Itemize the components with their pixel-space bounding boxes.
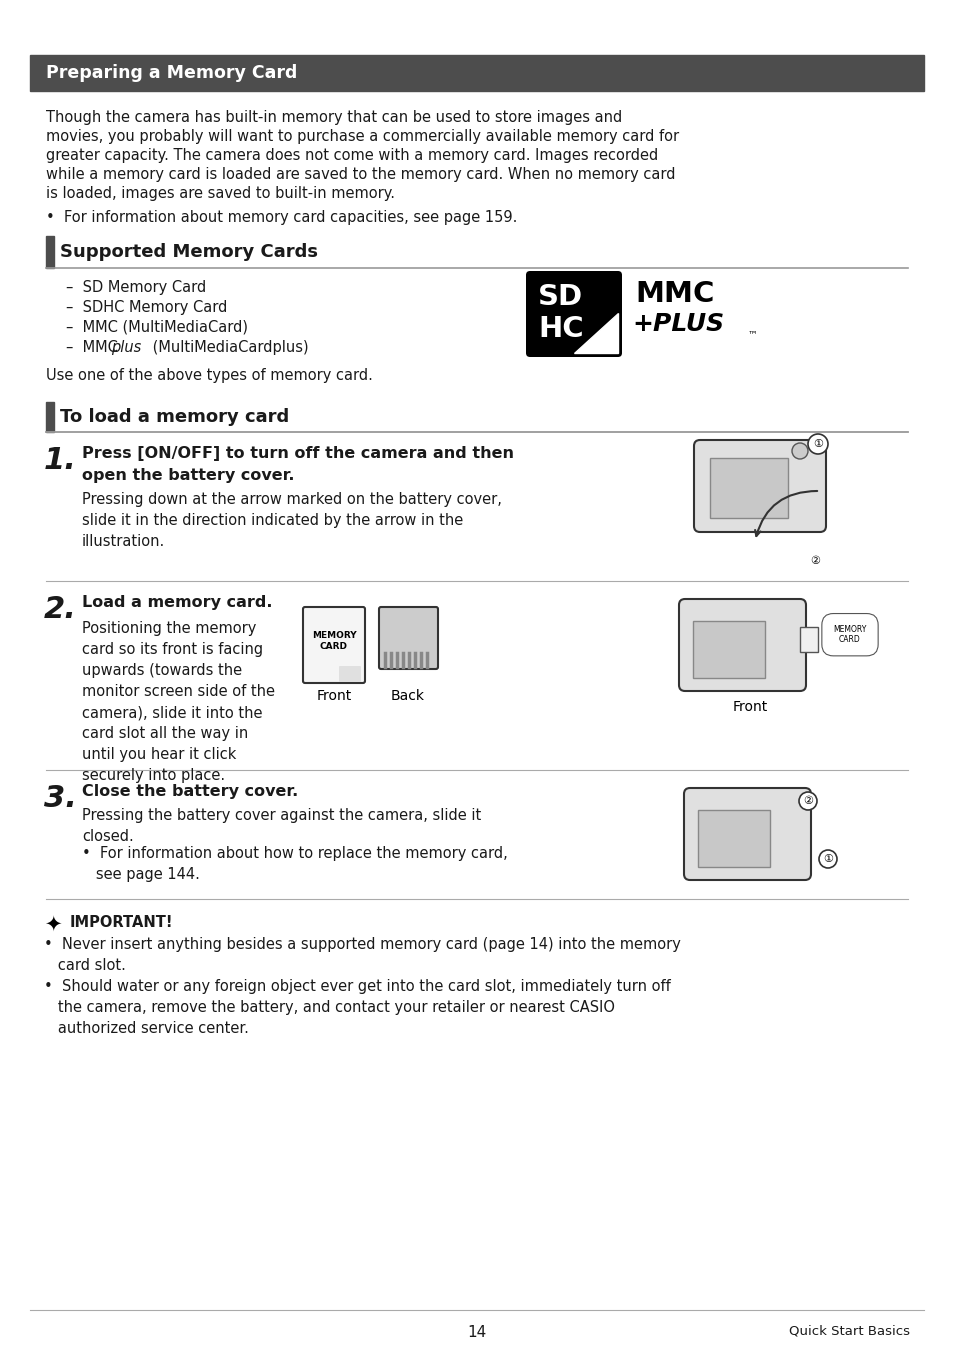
Text: 3.: 3. <box>44 784 77 813</box>
Text: Positioning the memory
card so its front is facing
upwards (towards the
monitor : Positioning the memory card so its front… <box>82 622 274 783</box>
Text: (MultiMediaCardplus): (MultiMediaCardplus) <box>148 341 309 356</box>
Circle shape <box>807 434 827 455</box>
Text: movies, you probably will want to purchase a commercially available memory card : movies, you probably will want to purcha… <box>46 129 679 144</box>
FancyBboxPatch shape <box>683 788 810 879</box>
Text: SD: SD <box>537 284 582 311</box>
Text: Quick Start Basics: Quick Start Basics <box>788 1324 909 1338</box>
Text: Use one of the above types of memory card.: Use one of the above types of memory car… <box>46 368 373 383</box>
Text: –  MMC (MultiMediaCard): – MMC (MultiMediaCard) <box>66 320 248 335</box>
FancyBboxPatch shape <box>378 607 437 669</box>
Text: IMPORTANT!: IMPORTANT! <box>70 915 173 930</box>
Text: ™: ™ <box>612 278 621 288</box>
Bar <box>46 236 54 267</box>
Bar <box>692 622 764 678</box>
Polygon shape <box>574 313 618 353</box>
FancyBboxPatch shape <box>338 666 360 683</box>
Circle shape <box>818 849 836 868</box>
Text: while a memory card is loaded are saved to the memory card. When no memory card: while a memory card is loaded are saved … <box>46 167 675 182</box>
Text: •  Never insert anything besides a supported memory card (page 14) into the memo: • Never insert anything besides a suppor… <box>44 936 680 973</box>
Text: greater capacity. The camera does not come with a memory card. Images recorded: greater capacity. The camera does not co… <box>46 148 658 163</box>
Text: Pressing the battery cover against the camera, slide it
closed.: Pressing the battery cover against the c… <box>82 807 480 844</box>
FancyBboxPatch shape <box>525 271 621 357</box>
Text: •  Should water or any foreign object ever get into the card slot, immediately t: • Should water or any foreign object eve… <box>44 978 670 1035</box>
Text: ①: ① <box>812 440 822 449</box>
FancyBboxPatch shape <box>693 440 825 532</box>
Text: 1.: 1. <box>44 446 77 475</box>
Circle shape <box>799 792 816 810</box>
Bar <box>30 56 923 91</box>
Text: 14: 14 <box>467 1324 486 1339</box>
Text: 2.: 2. <box>44 594 77 624</box>
Circle shape <box>791 442 807 459</box>
Text: Close the battery cover.: Close the battery cover. <box>82 784 298 799</box>
Text: –  SDHC Memory Card: – SDHC Memory Card <box>66 300 227 315</box>
Text: MMC: MMC <box>635 280 714 308</box>
FancyBboxPatch shape <box>679 598 805 691</box>
Text: +PLUS: +PLUS <box>631 312 723 337</box>
Bar <box>800 627 817 651</box>
Text: –  SD Memory Card: – SD Memory Card <box>66 280 206 294</box>
Text: ✦: ✦ <box>44 915 61 935</box>
Text: Though the camera has built-in memory that can be used to store images and: Though the camera has built-in memory th… <box>46 110 621 125</box>
Text: Preparing a Memory Card: Preparing a Memory Card <box>46 64 297 81</box>
Text: To load a memory card: To load a memory card <box>60 408 289 426</box>
Bar <box>709 459 787 518</box>
Text: ™: ™ <box>747 328 757 339</box>
Text: Front: Front <box>732 700 767 714</box>
Text: ②: ② <box>802 797 812 806</box>
Text: open the battery cover.: open the battery cover. <box>82 468 294 483</box>
Text: Load a memory card.: Load a memory card. <box>82 594 273 611</box>
Text: HC: HC <box>537 315 583 343</box>
Text: MEMORY
CARD: MEMORY CARD <box>312 631 355 651</box>
FancyBboxPatch shape <box>303 607 365 683</box>
Text: plus: plus <box>111 341 141 356</box>
Text: Pressing down at the arrow marked on the battery cover,
slide it in the directio: Pressing down at the arrow marked on the… <box>82 493 501 550</box>
Text: Press [ON/OFF] to turn off the camera and then: Press [ON/OFF] to turn off the camera an… <box>82 446 514 461</box>
Text: Back: Back <box>391 689 424 703</box>
Text: Front: Front <box>316 689 352 703</box>
Text: •  For information about memory card capacities, see page 159.: • For information about memory card capa… <box>46 210 517 225</box>
Text: ①: ① <box>822 854 832 864</box>
Text: is loaded, images are saved to built-in memory.: is loaded, images are saved to built-in … <box>46 186 395 201</box>
Bar <box>46 402 54 432</box>
Text: –  MMC: – MMC <box>66 341 118 356</box>
Text: Supported Memory Cards: Supported Memory Cards <box>60 243 317 261</box>
Text: ②: ② <box>809 556 820 566</box>
Bar <box>698 810 769 867</box>
Text: MEMORY
CARD: MEMORY CARD <box>832 626 865 645</box>
Text: •  For information about how to replace the memory card,
   see page 144.: • For information about how to replace t… <box>82 845 507 882</box>
